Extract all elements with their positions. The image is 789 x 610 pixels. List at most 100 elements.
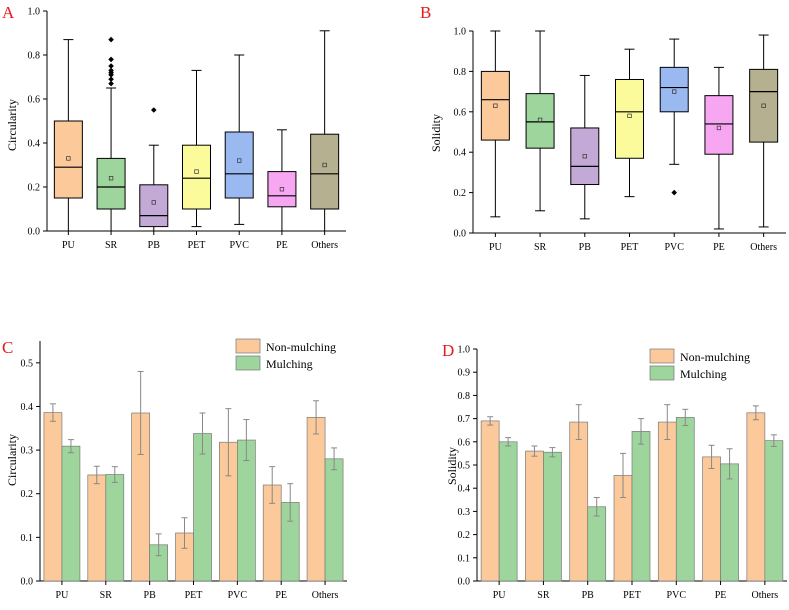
y-tick-label: 0.0 xyxy=(458,577,471,588)
y-tick-label: 1.0 xyxy=(454,27,467,38)
x-tick-label: PE xyxy=(715,590,727,601)
mean-marker xyxy=(108,176,114,181)
mean-marker xyxy=(493,103,498,108)
x-tick-label: PVC xyxy=(229,240,249,251)
y-tick-label: 1.0 xyxy=(28,7,41,18)
bar-mulching-sr xyxy=(543,451,562,582)
x-tick-label: PB xyxy=(582,590,595,601)
bar-mulching-pet xyxy=(193,433,212,582)
mean-marker xyxy=(716,125,722,131)
mean-marker xyxy=(672,89,677,94)
x-tick-label: PET xyxy=(185,590,203,601)
box-others xyxy=(310,133,340,210)
panel-a: A Circularity 0.0 0.2 0.4 0.6 0.8 1.0 PU SR PB PE… xyxy=(2,3,346,251)
y-tick-label: 0.5 xyxy=(21,358,34,369)
y-tick-label: 0.2 xyxy=(28,183,41,194)
y-tick-label: 0.0 xyxy=(21,577,34,588)
mean-marker xyxy=(194,169,199,174)
bar-mulching-others xyxy=(324,458,344,582)
y-tick-label: 0.2 xyxy=(454,188,467,199)
y-tick-label: 0.1 xyxy=(458,553,471,564)
bar-non-mulching-pe xyxy=(702,456,721,582)
panel-letter: D xyxy=(442,341,454,360)
y-tick-label: 0.8 xyxy=(454,67,467,78)
legend-label-mulching: Mulching xyxy=(266,357,313,371)
bar-non-mulching-pu xyxy=(43,412,63,582)
legend-c: Non-mulching Mulching xyxy=(235,338,336,371)
plot-area-a: 0.0 0.2 0.4 0.6 0.8 1.0 PU SR PB PET PVC PE Others xyxy=(28,7,346,251)
plot-area-d: 0.0 0.1 0.2 0.3 0.4 0.5 0.6 0.7 0.8 0.9 1.0 PU SR PB P… xyxy=(458,345,787,601)
x-tick-label: SR xyxy=(105,240,118,251)
y-tick-label: 0.4 xyxy=(28,139,41,150)
y-axis-label: Solidity xyxy=(429,114,443,152)
x-tick-label: PU xyxy=(489,242,503,253)
panel-d: D Solidity 0.00.10.20.30.40.50.60.70.80.… xyxy=(442,341,787,601)
bar-mulching-pvc xyxy=(675,417,695,582)
mean-marker xyxy=(627,113,632,118)
box-others xyxy=(749,68,779,143)
y-tick-label: 0.6 xyxy=(458,437,471,448)
legend-label-mulching: Mulching xyxy=(680,367,727,381)
x-tick-label: PE xyxy=(275,590,287,601)
bar-mulching-pet xyxy=(631,431,651,582)
bar-mulching-pu xyxy=(61,445,81,582)
legend-label-non-mulching: Non-mulching xyxy=(266,340,336,354)
outlier-point xyxy=(150,107,157,113)
x-tick-label: PB xyxy=(144,590,157,601)
x-tick-label: PU xyxy=(62,240,76,251)
x-tick-label: PB xyxy=(148,240,161,251)
x-tick-label: PE xyxy=(276,240,288,251)
y-axis-label: Solidity xyxy=(445,447,459,485)
legend-swatch-non-mulching xyxy=(235,338,261,354)
x-tick-label: Others xyxy=(311,240,338,251)
outlier-point xyxy=(108,67,114,74)
y-tick-label: 0.0 xyxy=(28,227,41,238)
x-tick-label: SR xyxy=(100,590,113,601)
y-tick-label: 0.4 xyxy=(458,484,471,495)
y-tick-label: 0.3 xyxy=(21,446,34,457)
legend-swatch-mulching xyxy=(649,365,675,381)
mean-marker xyxy=(582,154,587,159)
outlier-point xyxy=(108,80,114,87)
x-tick-label: PU xyxy=(493,590,507,601)
bar-non-mulching-others xyxy=(306,417,326,582)
x-tick-label: PU xyxy=(56,590,70,601)
box-pet xyxy=(182,144,211,210)
x-tick-label: PET xyxy=(623,590,641,601)
outlier-point xyxy=(108,63,114,69)
y-tick-label: 0.2 xyxy=(21,489,34,500)
box-pu xyxy=(480,70,510,141)
x-tick-label: PVC xyxy=(664,242,684,253)
box-pe xyxy=(267,171,297,208)
panel-letter: B xyxy=(420,3,431,22)
plot-area-b: 0.0 0.2 0.4 0.6 0.8 1.0 PU SR PB PET PVC PE Others xyxy=(454,27,786,253)
bar-non-mulching-pvc xyxy=(657,421,677,582)
y-tick-label: 0.2 xyxy=(458,530,471,541)
bar-non-mulching-sr xyxy=(87,474,107,582)
x-tick-label: PB xyxy=(579,242,592,253)
x-tick-label: PVC xyxy=(228,590,248,601)
panel-b: B Solidity 0.0 0.2 0.4 0.6 0.8 1.0 PU SR PB PET PV… xyxy=(420,3,786,253)
x-tick-label: Others xyxy=(312,590,339,601)
panel-letter: A xyxy=(2,3,15,22)
outlier-point xyxy=(108,36,114,43)
box-pb xyxy=(570,127,600,186)
y-tick-label: 0.6 xyxy=(454,107,467,118)
box-pu xyxy=(53,120,83,199)
bar-mulching-pb xyxy=(587,506,607,582)
mean-marker xyxy=(66,156,71,161)
y-tick-label: 0.8 xyxy=(28,51,41,62)
mean-marker xyxy=(537,117,543,123)
y-axis-label: Circularity xyxy=(5,434,19,486)
mean-marker xyxy=(279,187,285,192)
x-tick-label: SR xyxy=(537,590,550,601)
bar-non-mulching-sr xyxy=(525,450,544,582)
bar-mulching-pu xyxy=(498,441,518,582)
bar-mulching-pvc xyxy=(237,439,256,582)
outlier-point xyxy=(671,189,678,196)
y-tick-label: 0.7 xyxy=(458,414,471,425)
y-tick-label: 0.1 xyxy=(21,533,34,544)
x-tick-label: PET xyxy=(621,242,639,253)
x-tick-label: PE xyxy=(713,242,725,253)
